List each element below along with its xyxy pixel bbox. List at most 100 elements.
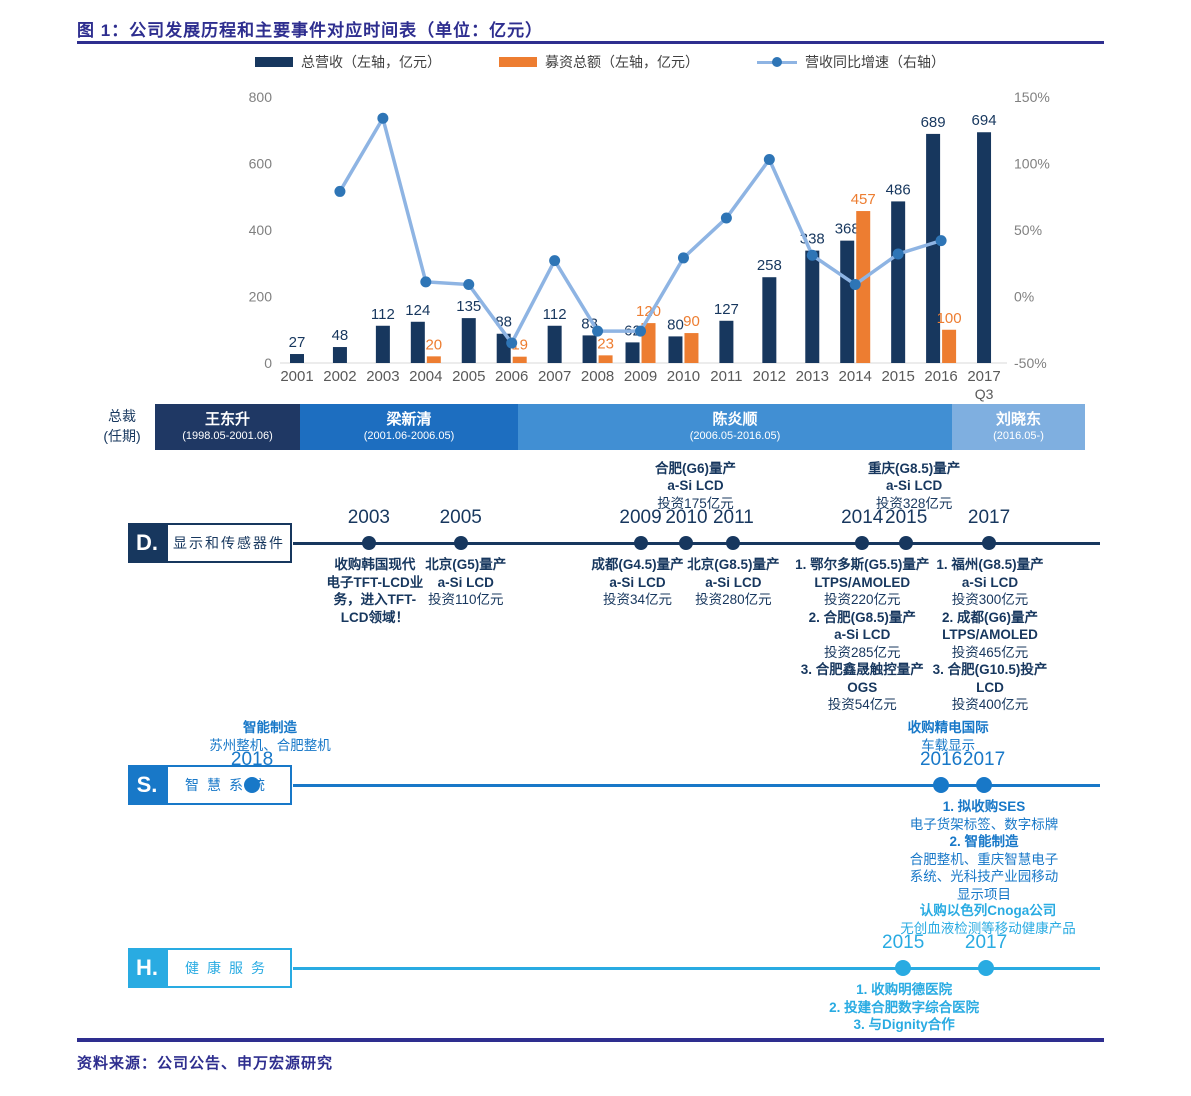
timeline-d-year-2017: 2017 bbox=[967, 507, 1011, 528]
bar-fundraising-2008 bbox=[598, 355, 613, 363]
label-fundraising-2010: 90 bbox=[683, 313, 700, 330]
x-axis-label-2006: 2006 bbox=[495, 368, 528, 385]
timeline-d-event-2003-below: 收购韩国现代 电子TFT-LCD业 务，进入TFT- LCD领域！ bbox=[327, 556, 424, 626]
bar-total-revenue-2017 bbox=[977, 132, 992, 363]
event-line: 1. 鄂尔多斯(G5.5)量产 bbox=[795, 557, 930, 572]
event-line: 认购以色列Cnoga公司 bbox=[919, 903, 1057, 918]
bar-total-revenue-2001 bbox=[290, 354, 304, 363]
growth-marker bbox=[592, 325, 604, 337]
event-line: 电子TFT-LCD业 bbox=[326, 574, 424, 590]
event-line: 苏州整机、合肥整机 bbox=[209, 737, 331, 753]
x-axis-label-2004: 2004 bbox=[409, 368, 442, 385]
y-axis-left-tick: 800 bbox=[249, 89, 273, 105]
event-line: LTPS/AMOLED bbox=[942, 627, 1038, 642]
title-underline bbox=[77, 41, 1104, 44]
event-line: a-Si LCD bbox=[667, 478, 724, 493]
event-line: 投资175亿元 bbox=[657, 495, 734, 511]
bar-total-revenue-2016 bbox=[926, 133, 941, 363]
label-total-revenue-2016: 689 bbox=[921, 114, 946, 131]
president-term-band: 王东升 (1998.05-2001.06) 梁新清 (2001.06-2006.05)… bbox=[155, 404, 1085, 450]
event-line: LCD bbox=[976, 679, 1004, 695]
event-line: 投资465亿元 bbox=[951, 644, 1029, 660]
x-axis-label-2010: 2010 bbox=[667, 368, 700, 385]
event-line: 3. 与Dignity合作 bbox=[853, 1017, 955, 1032]
bar-total-revenue-2004 bbox=[410, 321, 425, 363]
y-axis-left-tick: 0 bbox=[264, 355, 272, 371]
president-segment-2: 梁新清 (2001.06-2006.05) bbox=[300, 404, 518, 450]
x-axis-label-2014: 2014 bbox=[839, 368, 872, 385]
event-line: a-Si LCD bbox=[705, 574, 762, 590]
timeline-s-label-box: 智慧系统 bbox=[166, 765, 292, 805]
growth-marker bbox=[420, 276, 432, 288]
timeline-s-event-2018-above: 智能制造 苏州整机、合肥整机 bbox=[209, 719, 331, 754]
bar-total-revenue-2009 bbox=[625, 342, 640, 363]
timeline-s-dot-2017 bbox=[976, 777, 993, 793]
x-axis-label-2012: 2012 bbox=[753, 368, 786, 385]
president-segment-3: 陈炎顺 (2006.05-2016.05) bbox=[518, 404, 952, 450]
legend-label: 营收同比增速（右轴） bbox=[805, 54, 945, 70]
timeline-h-label-box: 健康服务 bbox=[166, 948, 292, 988]
x-axis-label-2008: 2008 bbox=[581, 368, 614, 385]
bar-fundraising-2014 bbox=[856, 211, 871, 363]
event-line: 投资110亿元 bbox=[427, 592, 504, 607]
timeline-d-letter-badge: D. bbox=[128, 523, 166, 563]
event-line: 成都(G4.5)量产 bbox=[591, 557, 684, 572]
event-line: 收购韩国现代 bbox=[334, 557, 416, 572]
event-line: 2. 合肥(G8.5)量产 bbox=[808, 609, 916, 625]
x-axis-label-2007: 2007 bbox=[538, 368, 571, 385]
event-line: 电子货架标签、数字标牌 bbox=[909, 816, 1059, 832]
president-term: (2016.05-) bbox=[993, 430, 1044, 442]
bar-total-revenue-2012 bbox=[762, 277, 777, 363]
timeline-h-line bbox=[293, 966, 1100, 970]
x-axis-label-2015: 2015 bbox=[881, 368, 914, 385]
event-line: 无创血液检测等移动健康产品 bbox=[900, 920, 1076, 936]
timeline-s-year-2018: 2018 bbox=[230, 749, 274, 770]
timeline-s-dot-2018 bbox=[244, 777, 261, 793]
timeline-d-dot-2005 bbox=[453, 536, 468, 550]
growth-dot-glyph bbox=[772, 57, 782, 67]
label-total-revenue-2010: 80 bbox=[667, 316, 684, 333]
event-line: OGS bbox=[847, 679, 878, 695]
label-total-revenue-2005: 135 bbox=[456, 298, 481, 315]
event-line: 北京(G8.5)量产 bbox=[687, 557, 780, 572]
growth-marker bbox=[506, 337, 518, 349]
bar-total-revenue-2014 bbox=[840, 240, 855, 363]
growth-marker bbox=[763, 154, 775, 166]
x-axis-label-2011: 2011 bbox=[710, 368, 742, 385]
label-total-revenue-2017: 694 bbox=[972, 112, 997, 129]
label-total-revenue-2007: 112 bbox=[543, 306, 567, 323]
timeline-d-dot-2009 bbox=[633, 536, 648, 550]
label-total-revenue-2002: 48 bbox=[332, 327, 349, 344]
event-line: 投资300亿元 bbox=[951, 592, 1029, 607]
timeline-d-event-2011-below: 北京(G8.5)量产 a-Si LCD 投资280亿元 bbox=[687, 556, 779, 609]
figure-bottom-rule bbox=[77, 1038, 1104, 1042]
timeline-h-event-2017-above: 认购以色列Cnoga公司无创血液检测等移动健康产品 bbox=[900, 902, 1076, 937]
bar-total-revenue-2011 bbox=[719, 320, 734, 363]
label-total-revenue-2001: 27 bbox=[289, 334, 306, 351]
x-axis-label-2013: 2013 bbox=[796, 368, 829, 385]
event-line: 合肥整机、重庆智慧电子 bbox=[909, 851, 1059, 867]
bar-fundraising-2016 bbox=[942, 329, 957, 363]
timeline-d-year-2014: 2014 bbox=[841, 507, 884, 528]
timeline-d-dot-2010 bbox=[679, 536, 694, 550]
bar-fundraising-2010 bbox=[684, 333, 699, 363]
timeline-d-year-2005: 2005 bbox=[439, 507, 482, 528]
timeline-d-dot-2017 bbox=[982, 536, 997, 550]
event-line: LCD领域！ bbox=[340, 609, 409, 625]
bar-total-revenue-2010 bbox=[668, 336, 683, 363]
timeline-d-year-2003: 2003 bbox=[347, 507, 391, 528]
y-axis-right-tick: -50% bbox=[1014, 355, 1047, 371]
bar-fundraising-2006 bbox=[512, 356, 527, 363]
x-axis-label-2009: 2009 bbox=[624, 368, 657, 385]
event-line: a-Si LCD bbox=[437, 574, 494, 590]
event-line: a-Si LCD bbox=[834, 627, 891, 642]
president-axis-label-line: 总裁 bbox=[108, 408, 136, 424]
label-total-revenue-2004: 124 bbox=[405, 302, 430, 319]
event-line: 2. 成都(G6)量产 bbox=[942, 609, 1039, 625]
x-axis-label-2005: 2005 bbox=[452, 368, 485, 385]
label-fundraising-2016: 100 bbox=[937, 310, 962, 327]
y-axis-right-tick: 100% bbox=[1014, 156, 1050, 172]
label-total-revenue-2015: 486 bbox=[886, 181, 911, 198]
x-axis-label-2017: 2017 bbox=[967, 368, 1000, 385]
